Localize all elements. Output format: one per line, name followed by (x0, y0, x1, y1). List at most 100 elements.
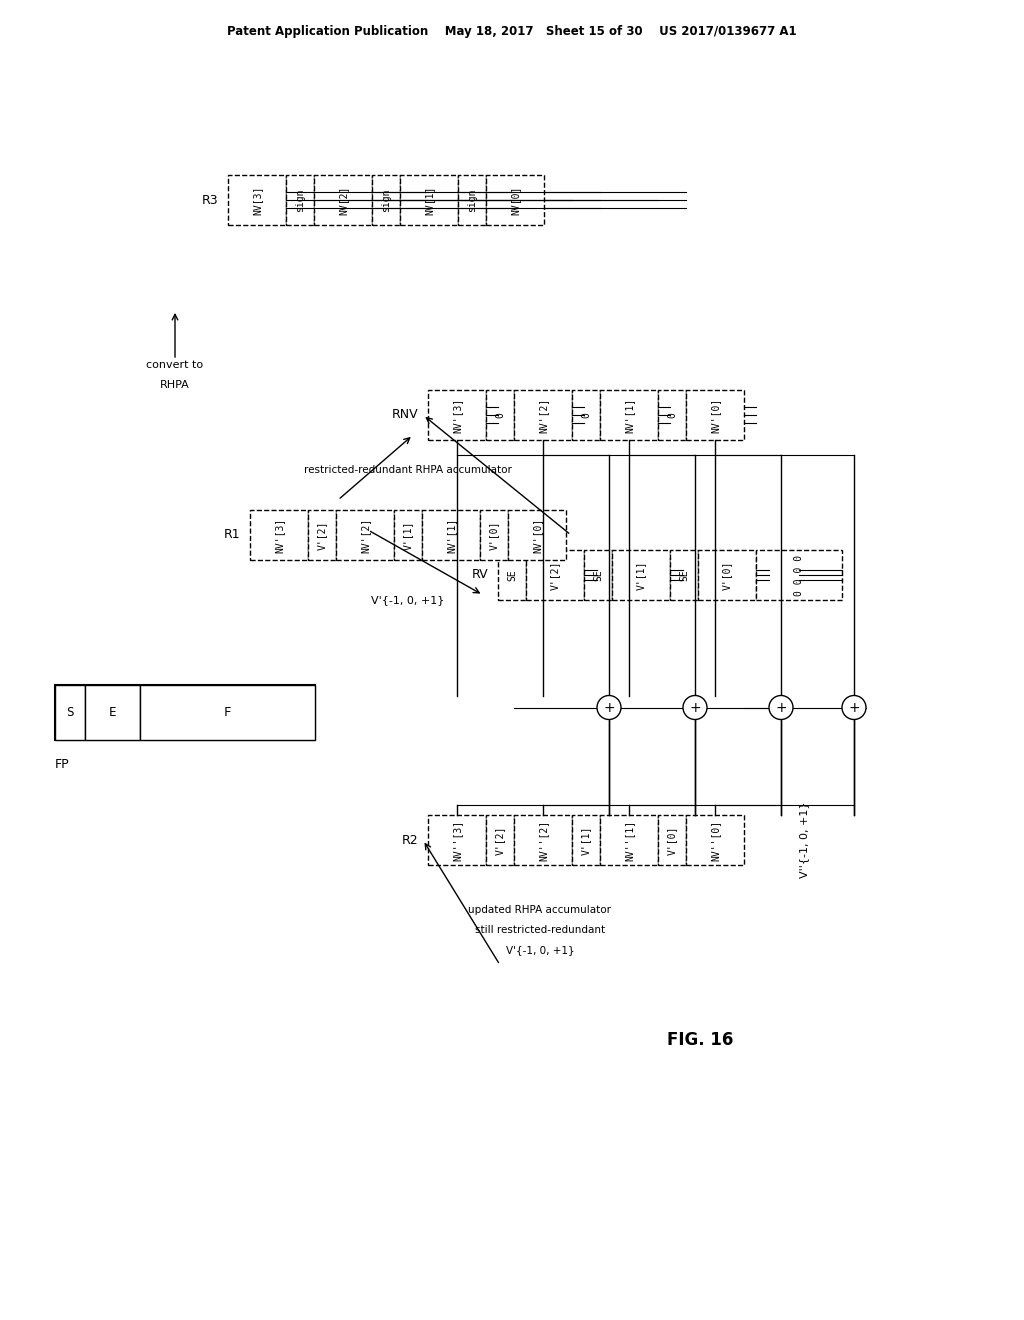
Text: V'[1]: V'[1] (581, 825, 591, 854)
Text: NV[0]: NV[0] (510, 185, 520, 215)
Bar (428, 389, 486, 440)
Text: R3: R3 (202, 194, 218, 206)
Text: RV: RV (471, 569, 488, 582)
Bar (394, 510, 422, 560)
Text: NV''[0]: NV''[0] (710, 820, 720, 861)
Text: NV'[3]: NV'[3] (452, 397, 462, 433)
Text: V'[2]: V'[2] (495, 825, 505, 854)
Bar (498, 550, 526, 601)
Text: R2: R2 (401, 833, 418, 846)
Bar (486, 814, 514, 865)
Bar (422, 510, 480, 560)
Bar (458, 176, 486, 224)
Bar (486, 176, 544, 224)
Bar (55, 685, 315, 741)
Bar (658, 389, 686, 440)
Text: V'[0]: V'[0] (667, 825, 677, 854)
Bar (480, 510, 508, 560)
Text: NV'[0]: NV'[0] (710, 397, 720, 433)
Bar (508, 510, 566, 560)
Text: 0: 0 (667, 412, 677, 418)
Text: FIG. 16: FIG. 16 (667, 1031, 733, 1049)
Bar (486, 389, 514, 440)
Bar (228, 176, 286, 224)
Bar (572, 389, 600, 440)
Text: NV'[1]: NV'[1] (446, 517, 456, 553)
Text: NV''[2]: NV''[2] (538, 820, 548, 861)
Text: sign: sign (381, 189, 391, 211)
Bar (658, 814, 686, 865)
Text: NV'[0]: NV'[0] (532, 517, 542, 553)
Text: FP: FP (55, 758, 70, 771)
Text: +: + (603, 701, 614, 714)
Circle shape (842, 696, 866, 719)
Bar (600, 389, 658, 440)
Bar (612, 550, 670, 601)
Text: V'[2]: V'[2] (550, 560, 560, 590)
Bar (308, 510, 336, 560)
Bar (250, 510, 308, 560)
Text: convert to: convert to (146, 360, 204, 370)
Bar (670, 550, 698, 601)
Bar (514, 814, 572, 865)
Bar (428, 814, 486, 865)
Text: sign: sign (467, 189, 477, 211)
Text: sign: sign (295, 189, 305, 211)
Text: SE: SE (507, 569, 517, 581)
Bar (514, 389, 572, 440)
Text: F: F (224, 706, 231, 719)
Bar (400, 176, 458, 224)
Text: NV'[2]: NV'[2] (538, 397, 548, 433)
Text: V'[1]: V'[1] (636, 560, 646, 590)
Bar (140, 685, 315, 741)
Text: NV[1]: NV[1] (424, 185, 434, 215)
Text: +: + (775, 701, 786, 714)
Bar (286, 176, 314, 224)
Text: NV[2]: NV[2] (338, 185, 348, 215)
Text: Patent Application Publication    May 18, 2017   Sheet 15 of 30    US 2017/01396: Patent Application Publication May 18, 2… (227, 25, 797, 38)
Bar (686, 814, 744, 865)
Text: E: E (109, 706, 117, 719)
Text: 0 0 0 0: 0 0 0 0 (794, 554, 804, 595)
Text: restricted-redundant RHPA accumulator: restricted-redundant RHPA accumulator (304, 465, 512, 475)
Bar (85, 685, 140, 741)
Text: RNV: RNV (391, 408, 418, 421)
Text: NV''[1]: NV''[1] (624, 820, 634, 861)
Text: RHPA: RHPA (160, 380, 189, 389)
Bar (756, 550, 842, 601)
Text: V'{-1, 0, +1}: V'{-1, 0, +1} (372, 595, 444, 605)
Text: V'{-1, 0, +1}: V'{-1, 0, +1} (506, 945, 574, 954)
Text: 0: 0 (581, 412, 591, 418)
Bar (572, 814, 600, 865)
Bar (314, 176, 372, 224)
Text: NV'[2]: NV'[2] (360, 517, 370, 553)
Text: updated RHPA accumulator: updated RHPA accumulator (469, 906, 611, 915)
Text: R1: R1 (223, 528, 240, 541)
Bar (600, 814, 658, 865)
Bar (584, 550, 612, 601)
Text: +: + (848, 701, 860, 714)
Text: +: + (689, 701, 700, 714)
Text: V''{-1, 0, +1}: V''{-1, 0, +1} (799, 801, 809, 878)
Text: V'[1]: V'[1] (403, 520, 413, 549)
Bar (372, 176, 400, 224)
Text: NV'[1]: NV'[1] (624, 397, 634, 433)
Text: SE: SE (679, 569, 689, 581)
Bar (686, 389, 744, 440)
Text: V'[0]: V'[0] (722, 560, 732, 590)
Text: NV'[3]: NV'[3] (274, 517, 284, 553)
Bar (55, 685, 85, 741)
Bar (336, 510, 394, 560)
Bar (698, 550, 756, 601)
Circle shape (683, 696, 707, 719)
Text: still restricted-redundant: still restricted-redundant (475, 925, 605, 935)
Circle shape (597, 696, 621, 719)
Text: V'[2]: V'[2] (317, 520, 327, 549)
Text: V'[0]: V'[0] (489, 520, 499, 549)
Text: 0: 0 (495, 412, 505, 418)
Text: S: S (67, 706, 74, 719)
Text: NV[3]: NV[3] (252, 185, 262, 215)
Text: NV''[3]: NV''[3] (452, 820, 462, 861)
Circle shape (769, 696, 793, 719)
Bar (526, 550, 584, 601)
